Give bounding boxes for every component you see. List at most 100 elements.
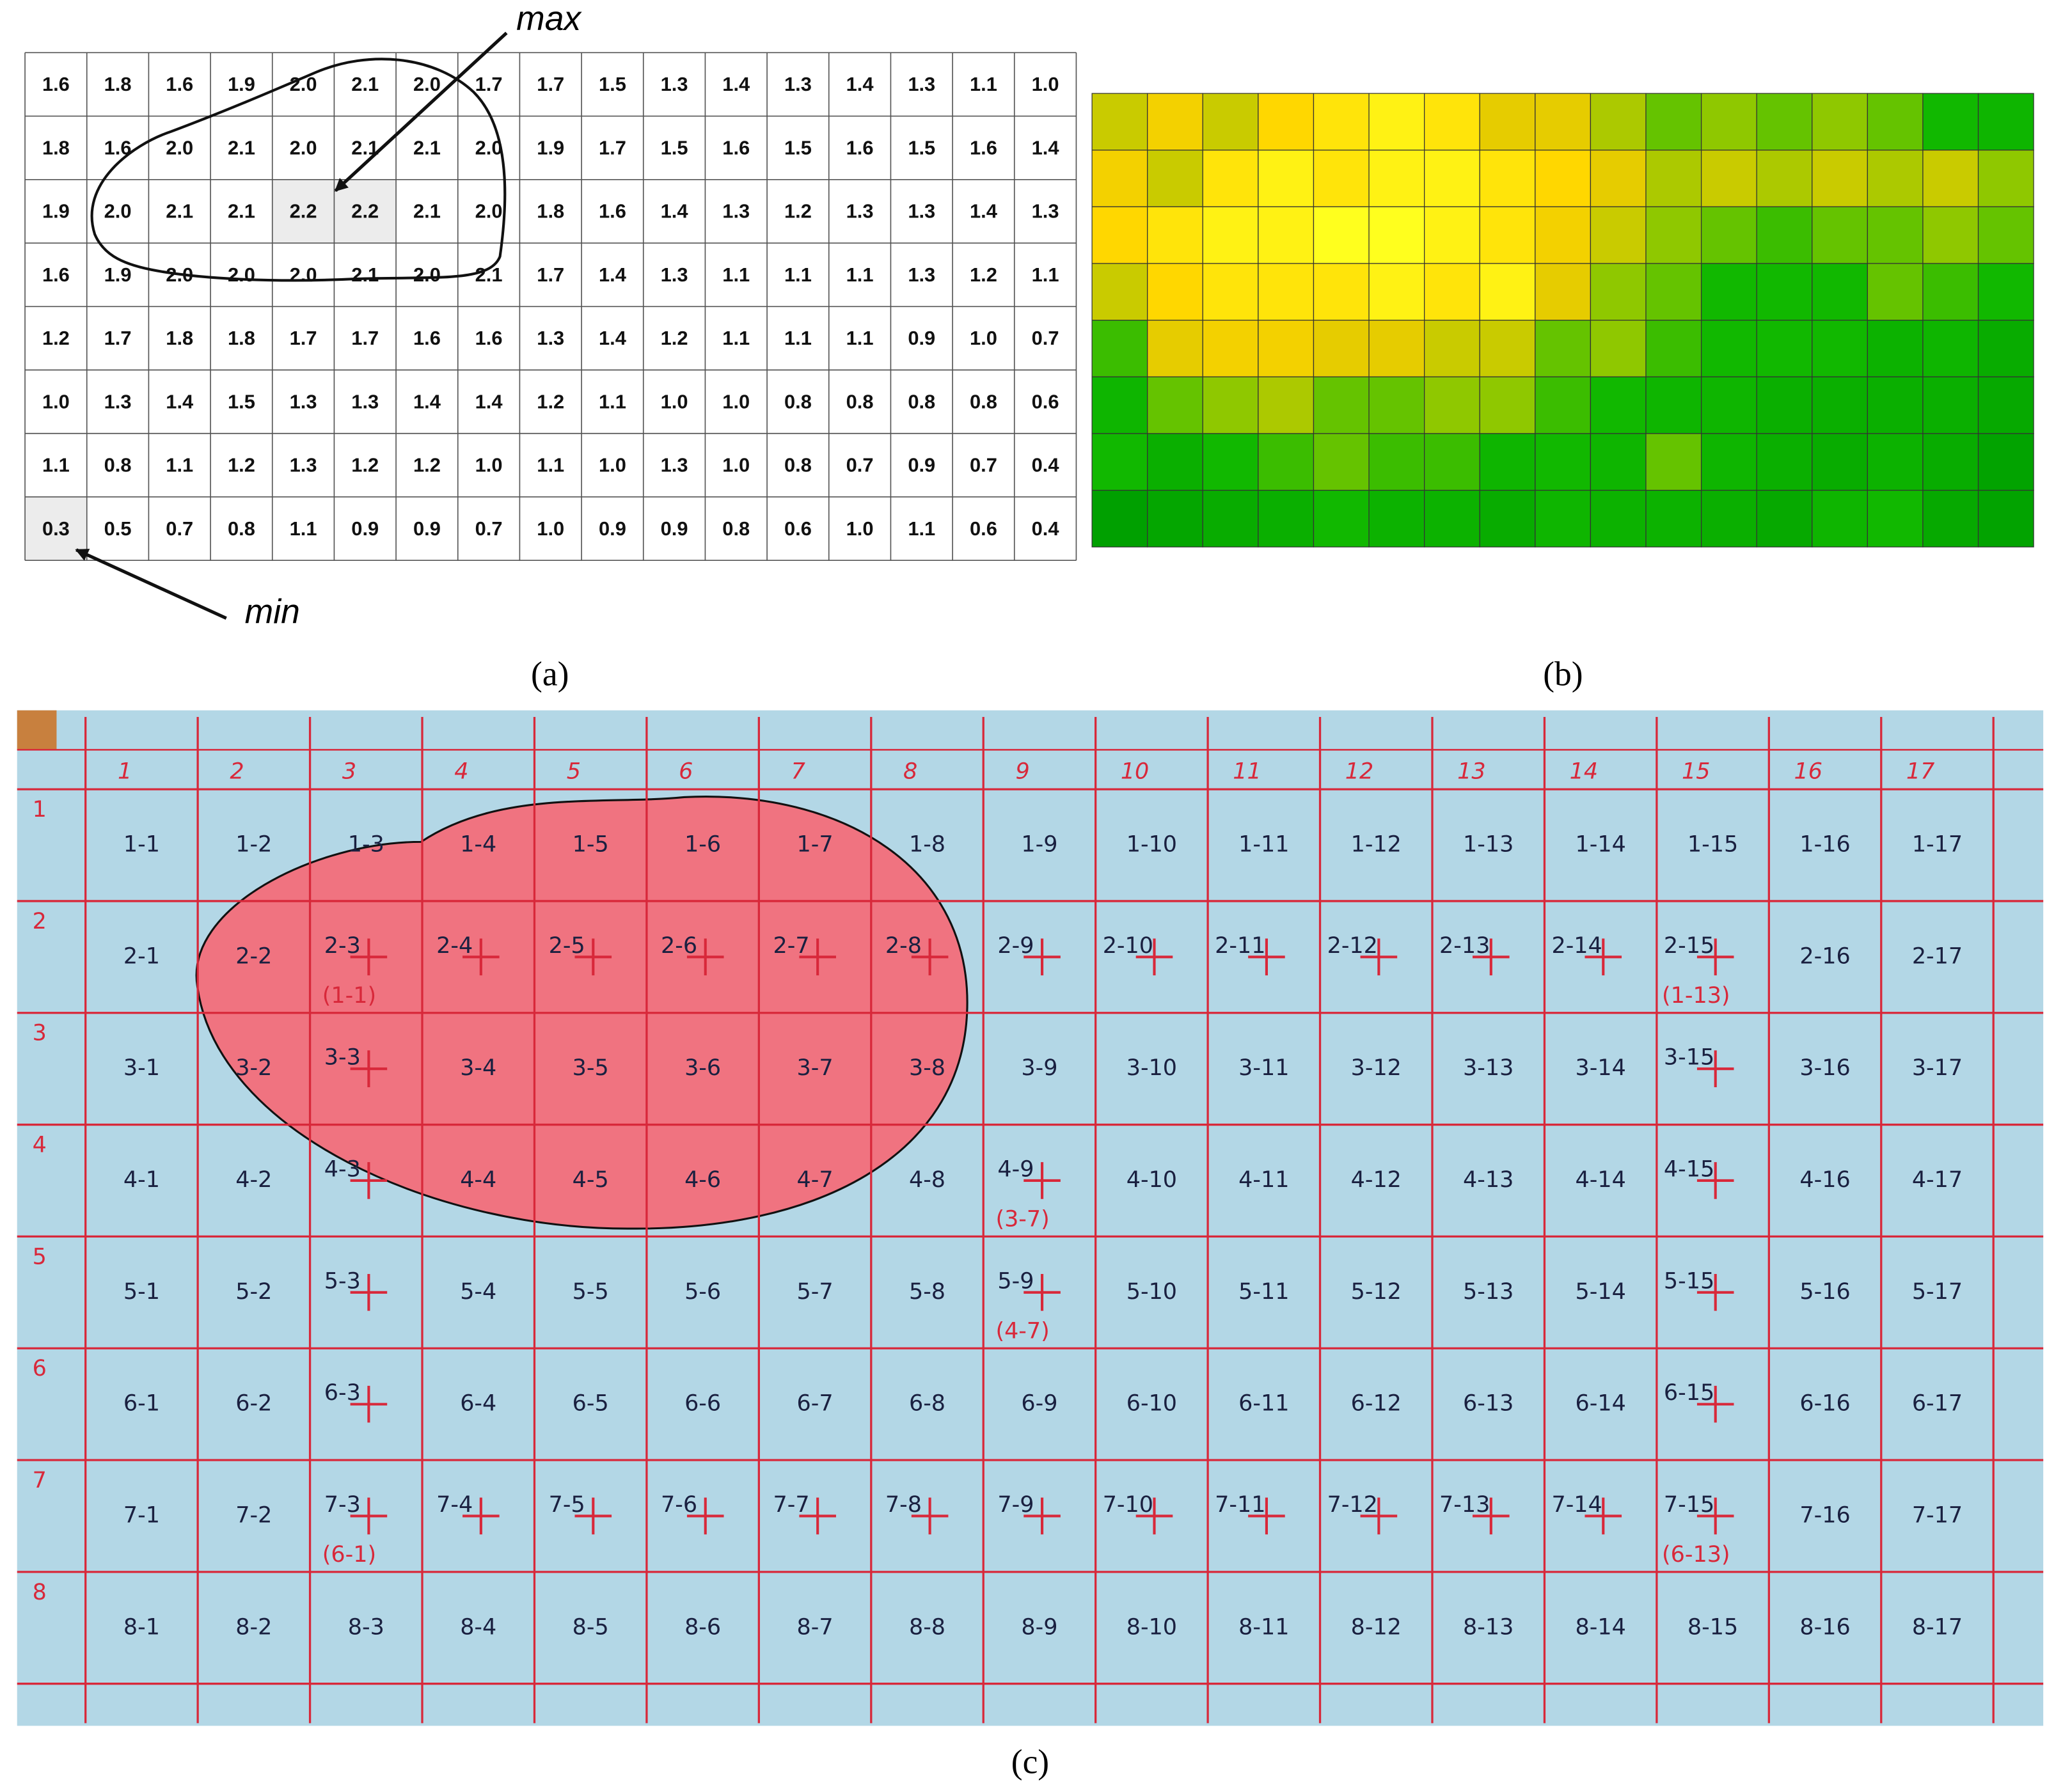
- heat-cell: [1258, 263, 1315, 321]
- table-cell: 1.3: [908, 73, 935, 95]
- cell-label: 6-13: [1463, 1391, 1514, 1417]
- heat-cell: [1424, 489, 1480, 547]
- table-cell: 2.1: [166, 200, 193, 223]
- heat-cell: [1091, 433, 1148, 491]
- heat-cell: [1700, 489, 1757, 547]
- table-cell: 1.3: [908, 200, 935, 223]
- table-cell: 1.8: [42, 136, 70, 159]
- cell-note: (1-1): [322, 983, 376, 1009]
- cell-label: 8-7: [797, 1614, 834, 1640]
- cell-label: 2-14: [1551, 933, 1602, 959]
- cell-label: 4-5: [573, 1167, 609, 1193]
- table-cell: 1.1: [970, 73, 997, 95]
- column-number: 4: [454, 758, 468, 784]
- heat-cell: [1091, 150, 1148, 207]
- heat-cell: [1922, 93, 1979, 151]
- cell-label: 8-5: [573, 1614, 609, 1640]
- cell-label: 7-15: [1664, 1492, 1714, 1518]
- cell-label: 3-14: [1575, 1055, 1625, 1081]
- table-cell: 1.3: [846, 200, 874, 223]
- cell-label: 2-8: [885, 933, 922, 959]
- row-number: 1: [33, 797, 47, 822]
- heat-cell: [1147, 376, 1203, 434]
- table-cell: 1.4: [846, 73, 874, 95]
- table-cell: 0.8: [908, 390, 935, 413]
- heat-cell: [1645, 433, 1702, 491]
- cell-label: 3-7: [797, 1055, 834, 1081]
- cell-label: 2-12: [1327, 933, 1378, 959]
- table-cell: 1.3: [722, 200, 750, 223]
- cell-label: 4-13: [1463, 1167, 1514, 1193]
- heat-cell: [1867, 320, 1924, 377]
- cell-label: 1-14: [1575, 832, 1625, 858]
- table-cell: 1.4: [599, 327, 626, 349]
- heat-cell: [1424, 93, 1480, 151]
- heat-cell: [1867, 489, 1924, 547]
- heat-cell: [1368, 376, 1425, 434]
- cell-label: 4-6: [684, 1167, 721, 1193]
- heat-cell: [1091, 263, 1148, 321]
- cell-label: 2-17: [1912, 943, 1963, 969]
- table-cell: 1.6: [599, 200, 626, 223]
- row-number: 8: [33, 1580, 47, 1605]
- table-cell: 2.1: [228, 136, 255, 159]
- heat-cell: [1479, 150, 1536, 207]
- heat-cell: [1091, 376, 1148, 434]
- cell-label: 1-13: [1463, 832, 1514, 858]
- table-cell: 0.7: [166, 517, 193, 540]
- table-cell: 1.9: [537, 136, 564, 159]
- cell-label: 6-16: [1799, 1391, 1850, 1417]
- table-cell: 2.2: [351, 200, 379, 223]
- table-cell: 1.3: [1032, 200, 1059, 223]
- cell-label: 5-15: [1664, 1268, 1714, 1294]
- table-cell: 1.8: [104, 73, 132, 95]
- table-cell: 1.3: [661, 454, 688, 476]
- panel-label: (c): [1011, 1742, 1049, 1780]
- cell-label: 6-8: [909, 1391, 945, 1417]
- cell-label: 5-13: [1463, 1279, 1514, 1305]
- table-cell: 1.6: [722, 136, 750, 159]
- table-cell: 1.1: [42, 454, 70, 476]
- table-cell: 2.0: [290, 136, 317, 159]
- column-number: 6: [679, 758, 693, 784]
- cell-label: 6-3: [324, 1380, 361, 1406]
- heat-cell: [1812, 320, 1868, 377]
- heat-cell: [1700, 433, 1757, 491]
- cell-label: 6-14: [1575, 1391, 1625, 1417]
- table-cell: 1.9: [228, 73, 255, 95]
- max-contour: [90, 58, 507, 282]
- heat-cell: [1424, 320, 1480, 377]
- table-cell: 0.7: [1032, 327, 1059, 349]
- heat-cell: [1590, 206, 1647, 264]
- heat-cell: [1645, 150, 1702, 207]
- table-cell: 1.5: [599, 73, 626, 95]
- heat-cell: [1590, 320, 1647, 377]
- heat-cell: [1867, 433, 1924, 491]
- heat-cell: [1424, 206, 1480, 264]
- cell-label: 8-2: [235, 1614, 272, 1640]
- column-number: 16: [1794, 758, 1822, 784]
- cell-label: 5-11: [1238, 1279, 1289, 1305]
- table-cell: 1.7: [475, 73, 503, 95]
- cell-label: 6-12: [1351, 1391, 1402, 1417]
- heat-cell: [1368, 150, 1425, 207]
- heat-cell: [1535, 433, 1592, 491]
- heat-cell: [1368, 206, 1425, 264]
- table-cell: 1.1: [599, 390, 626, 413]
- cell-note: (6-1): [322, 1542, 376, 1568]
- cell-label: 5-5: [573, 1279, 609, 1305]
- heat-cell: [1812, 376, 1868, 434]
- table-cell: 0.3: [42, 517, 70, 540]
- cell-label: 1-10: [1126, 832, 1177, 858]
- cell-label: 1-8: [909, 832, 945, 858]
- table-cell: 1.6: [166, 73, 193, 95]
- table-cell: 1.0: [970, 327, 997, 349]
- cell-label: 1-1: [123, 832, 160, 858]
- cell-label: 1-15: [1688, 832, 1738, 858]
- table-cell: 1.3: [908, 263, 935, 286]
- cell-label: 1-16: [1799, 832, 1850, 858]
- heat-cell: [1867, 376, 1924, 434]
- table-cell: 0.6: [1032, 390, 1059, 413]
- cell-label: 7-11: [1215, 1492, 1265, 1518]
- table-cell: 1.8: [537, 200, 564, 223]
